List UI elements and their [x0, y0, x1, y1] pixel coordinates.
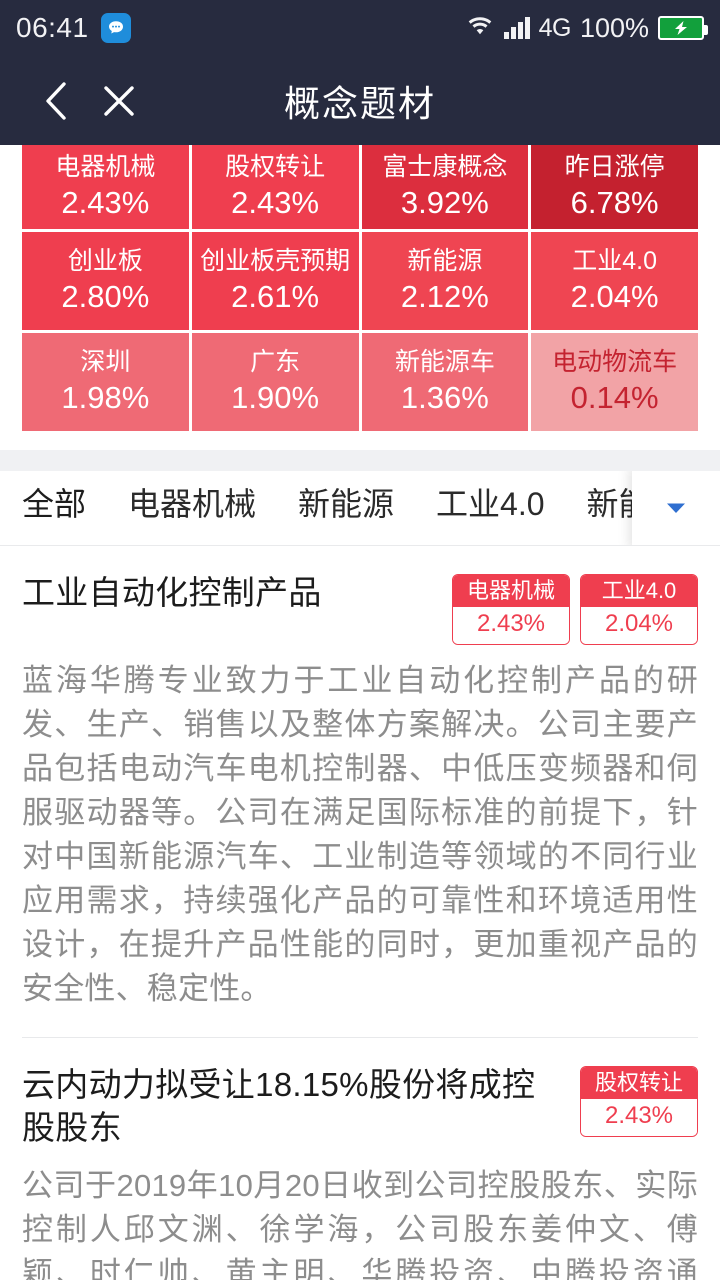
- concept-tile-change: 2.04%: [570, 278, 659, 314]
- concept-tile[interactable]: 富士康概念 3.92%: [361, 145, 529, 229]
- concept-tile-change: 1.90%: [231, 379, 320, 415]
- article-tag-name: 电器机械: [453, 575, 569, 608]
- concept-tile-change: 1.36%: [400, 379, 489, 415]
- article-item[interactable]: 云内动力拟受让18.15%股份将成控股股东 股权转让 2.43% 公司于2019年10…: [0, 1038, 720, 1280]
- concept-tile[interactable]: 深圳 1.98%: [22, 333, 189, 431]
- article-list: 工业自动化控制产品 电器机械 2.43% 工业4.0 2.04% 蓝海华腾专业致力于工业自…: [0, 546, 720, 1280]
- battery-percent-label: 100%: [579, 12, 649, 43]
- article-title: 工业自动化控制产品: [22, 574, 322, 611]
- article-body: 公司于2019年10月20日收到公司控股股东、实际控制人邱文渊、徐学海，公司股东…: [22, 1167, 698, 1280]
- tab-3[interactable]: 工业4.0: [436, 471, 545, 525]
- concept-tile-name: 工业4.0: [572, 247, 657, 276]
- concept-tile[interactable]: 工业4.0 2.04%: [531, 232, 698, 330]
- concept-tile[interactable]: 创业板 2.80%: [22, 232, 189, 330]
- wifi-icon: [465, 14, 495, 43]
- tab-1[interactable]: 电器机械: [128, 471, 256, 525]
- concept-tile-name: 电动物流车: [552, 348, 678, 377]
- status-clock: 06:41: [16, 12, 89, 43]
- tab-label: 电器机械: [128, 486, 257, 522]
- concept-tile[interactable]: 昨日涨停 6.78%: [531, 145, 698, 229]
- concept-tile-name: 创业板壳预期: [200, 247, 351, 276]
- tab-label: 全部: [22, 486, 87, 522]
- article-body: 蓝海华腾专业致力于工业自动化控制产品的研发、生产、销售以及整体方案解决。公司主要…: [22, 662, 698, 1006]
- concept-tile-name: 昨日涨停: [564, 153, 665, 182]
- concept-tile-name: 创业板: [67, 247, 143, 276]
- article-title: 云内动力拟受让18.15%股份将成控股股东: [22, 1065, 536, 1146]
- concept-tile-change: 6.78%: [570, 184, 659, 220]
- concept-tile-name: 深圳: [80, 348, 131, 377]
- status-bar-left: 06:41: [16, 12, 131, 44]
- tab-2[interactable]: 新能源: [298, 471, 394, 525]
- tab-label: 工业4.0: [436, 486, 545, 522]
- network-type-label: 4G: [538, 13, 572, 42]
- message-bubble-icon: [100, 13, 131, 43]
- signal-bars-icon: [504, 17, 530, 39]
- concept-tile-change: 2.80%: [61, 278, 150, 314]
- status-bar: 06:41 4G 100%: [0, 0, 720, 56]
- battery-charging-icon: [658, 16, 708, 40]
- tab-label: 新能源: [298, 486, 395, 522]
- concept-tile-name: 富士康概念: [382, 153, 508, 182]
- tab-0[interactable]: 全部: [22, 471, 86, 525]
- concept-tile-name: 股权转让: [225, 153, 326, 182]
- concept-tile-change: 2.43%: [231, 184, 320, 220]
- close-button[interactable]: [88, 70, 150, 132]
- tab-bar-rule: [0, 545, 720, 546]
- chevron-left-icon: [46, 81, 66, 120]
- close-x-icon: [104, 85, 134, 116]
- article-tag-change: 2.43%: [453, 607, 569, 644]
- concept-tile[interactable]: 创业板壳预期 2.61%: [191, 232, 359, 330]
- concept-tile[interactable]: 新能源车 1.36%: [361, 333, 529, 431]
- article-tag-change: 2.04%: [581, 607, 697, 644]
- chevron-down-icon: [667, 503, 685, 513]
- concept-tile-name: 电器机械: [55, 153, 156, 182]
- concept-tile[interactable]: 股权转让 2.43%: [191, 145, 359, 229]
- article-tag-list: 电器机械 2.43% 工业4.0 2.04%: [452, 572, 698, 645]
- concept-tile-change: 1.98%: [61, 379, 150, 415]
- section-separator: [0, 450, 720, 471]
- article-item[interactable]: 工业自动化控制产品 电器机械 2.43% 工业4.0 2.04% 蓝海华腾专业致力于工业自…: [0, 546, 720, 1011]
- grid-bottom-gap: [0, 431, 720, 450]
- title-bar: 概念题材: [0, 56, 720, 145]
- concept-tile-change: 3.92%: [400, 184, 489, 220]
- concept-tile-change: 2.61%: [231, 278, 320, 314]
- concept-tile-change: 2.12%: [400, 278, 489, 314]
- article-tag-name: 股权转让: [581, 1066, 697, 1100]
- concept-tile-name: 新能源: [407, 247, 483, 276]
- concept-tile[interactable]: 电器机械 2.43%: [22, 145, 189, 229]
- tab-expand-button[interactable]: [632, 471, 720, 546]
- concept-tile-name: 广东: [250, 348, 301, 377]
- article-tag-list: 股权转让 2.43%: [580, 1064, 698, 1137]
- concept-tile-change: 2.43%: [61, 184, 150, 220]
- concept-tile[interactable]: 电动物流车 0.14%: [531, 333, 698, 431]
- concept-tile[interactable]: 新能源 2.12%: [361, 232, 529, 330]
- status-bar-right: 4G 100%: [465, 12, 708, 44]
- article-header: 工业自动化控制产品 电器机械 2.43% 工业4.0 2.04%: [22, 572, 698, 645]
- article-divider: [22, 1036, 698, 1038]
- concept-tile[interactable]: 广东 1.90%: [191, 333, 359, 431]
- concept-tile-grid-wrapper: 电器机械 2.43% 股权转让 2.43% 富士康概念 3.92% 昨日涨停 6.78% 创业板…: [0, 145, 720, 431]
- concept-tile-change: 0.14%: [570, 379, 659, 415]
- article-tag-badge[interactable]: 股权转让 2.43%: [580, 1065, 698, 1137]
- article-tag-change: 2.43%: [581, 1099, 697, 1136]
- concept-tile-grid: 电器机械 2.43% 股权转让 2.43% 富士康概念 3.92% 昨日涨停 6.78% 创业板…: [22, 145, 698, 431]
- article-header: 云内动力拟受让18.15%股份将成控股股东 股权转让 2.43%: [22, 1064, 698, 1150]
- concept-tile-name: 新能源车: [394, 348, 495, 377]
- article-tag-name: 工业4.0: [581, 575, 697, 608]
- article-tag-badge[interactable]: 电器机械 2.43%: [452, 574, 570, 645]
- back-button[interactable]: [26, 70, 88, 132]
- article-tag-badge[interactable]: 工业4.0 2.04%: [580, 574, 698, 645]
